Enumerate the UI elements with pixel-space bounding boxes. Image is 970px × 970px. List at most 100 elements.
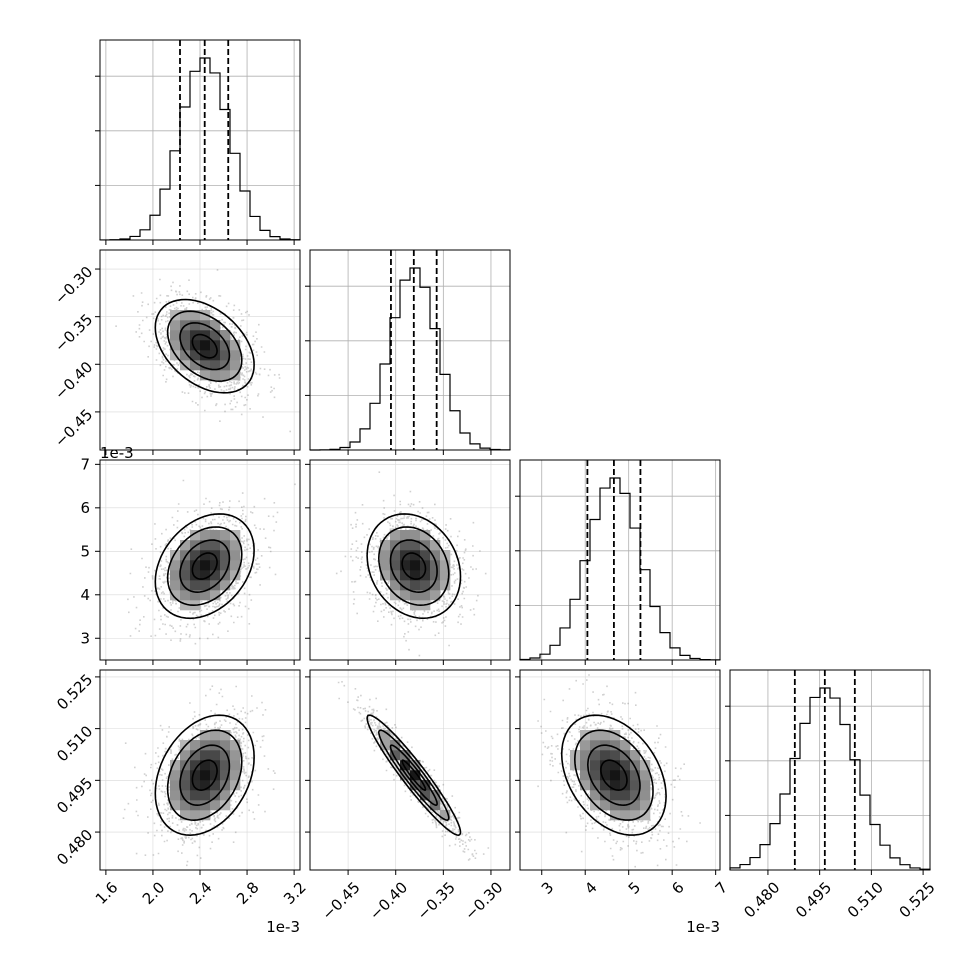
scatter-panel-3-0 [99,669,301,871]
density-cell [220,530,231,541]
density-cell [220,340,231,351]
density-cell [440,580,451,591]
hist-panel-3 [725,669,931,871]
hist-panel-2 [515,459,721,661]
density-cell [600,800,611,811]
density-cell [430,790,441,801]
density-cell [640,790,651,801]
density-cell [400,760,411,771]
density-cell [200,530,211,541]
density-cell [440,570,451,581]
density-cell [410,770,421,781]
contour-0 [401,552,427,580]
x-tick-label: −0.40 [366,878,411,923]
y-tick-label: 3 [80,629,90,647]
density-cell [590,780,601,791]
density-cell [400,540,411,551]
density-cell [630,810,641,821]
x-tick-label: 3 [538,878,557,897]
density-cell [200,810,211,821]
density-cell [230,760,241,771]
y-tick-label: 5 [80,542,90,560]
contour-0 [191,759,218,792]
density-cell [630,790,641,801]
density-cell [440,560,451,571]
density-cell [230,570,241,581]
density-cell [200,340,211,351]
contour-1 [179,744,231,807]
density-cell [380,540,391,551]
density-cell [190,350,201,361]
density-cell [180,800,191,811]
density-cell [380,730,391,741]
density-cell [590,740,601,751]
density-cell [180,580,191,591]
density-cell [390,560,401,571]
density-cell [210,750,221,761]
density-cell [200,730,211,741]
x-tick-label: 2.4 [186,878,216,908]
density-cell [420,580,431,591]
density-cell [620,810,631,821]
density-cell [230,560,241,571]
density-cell [180,780,191,791]
density-cell [220,770,231,781]
density-cell [210,540,221,551]
density-cell [210,370,221,381]
density-cell [410,580,421,591]
x-tick-label: 0.510 [844,878,887,921]
density-cell [420,570,431,581]
density-cell [220,570,231,581]
x-tick-label: 2.8 [233,878,263,908]
y-tick-label: −0.40 [51,358,96,403]
density-cell [420,780,431,791]
density-cell [410,570,421,581]
density-cell [170,320,181,331]
density-cell [420,530,431,541]
density-cell [220,740,231,751]
density-cell [210,780,221,791]
density-cell [170,560,181,571]
scatter-panel-3-2 [519,669,721,871]
density-cell [410,540,421,551]
density-cell [190,760,201,771]
density-cell [180,340,191,351]
density-cell [590,750,601,761]
x-tick-label: 0.480 [740,878,783,921]
density-cell [400,570,411,581]
histogram-1 [309,267,511,451]
density-cell [190,530,201,541]
density-cell [390,540,401,551]
density-cell [610,790,621,801]
density-cell [580,750,591,761]
x-tick-label: 0.495 [792,878,835,921]
density-cell [630,800,641,811]
density-cell [590,790,601,801]
density-cell [200,770,211,781]
density-cell [210,330,221,341]
density-cell [410,530,421,541]
x-tick-label: 1.6 [92,878,122,908]
panel-frame [519,459,721,661]
density-cell [620,740,631,751]
density-cell [600,760,611,771]
y-tick-label: −0.35 [51,310,96,355]
contour-1 [179,322,231,371]
density-cell [390,550,401,561]
contour-0 [191,552,218,580]
density-cell [180,540,191,551]
density-cell [220,800,231,811]
scatter-points [115,269,291,433]
density-cell [620,770,631,781]
density-cell [170,570,181,581]
density-cell [190,550,201,561]
scatter-panel-2-1 [309,459,511,661]
density-cell [580,780,591,791]
density-cell [170,580,181,591]
y-tick-label: 0.525 [53,671,96,714]
density-cell [230,350,241,361]
density-cell [170,340,181,351]
density-cell [430,550,441,561]
density-cell [190,310,201,321]
